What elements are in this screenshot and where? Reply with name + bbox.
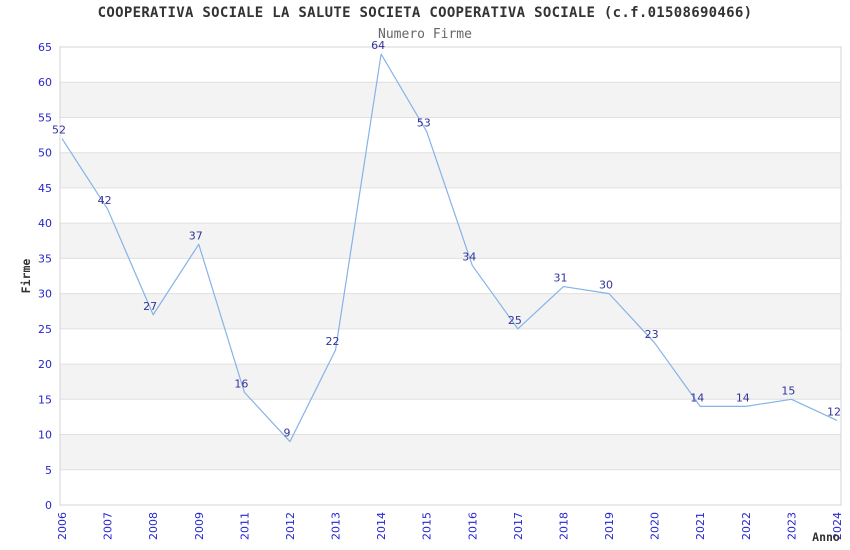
x-tick-label: 2021 (694, 512, 707, 540)
point-label: 15 (781, 384, 795, 397)
point-label: 9 (283, 427, 290, 440)
point-label: 12 (827, 405, 841, 418)
x-tick-label: 2014 (375, 512, 388, 540)
point-label: 23 (645, 328, 659, 341)
y-tick-label: 5 (45, 464, 52, 477)
x-tick-label: 2012 (284, 512, 297, 540)
y-axis-title: Firme (19, 259, 33, 294)
x-tick-label: 2022 (740, 512, 753, 540)
grid-band (60, 82, 841, 118)
y-tick-label: 25 (38, 323, 52, 336)
plot-border (59, 46, 842, 506)
point-label: 30 (599, 279, 613, 292)
grid-band (60, 152, 841, 188)
point-label: 37 (189, 229, 203, 242)
y-tick-label: 40 (38, 217, 52, 230)
x-tick-label: 2015 (421, 512, 434, 540)
point-label: 64 (371, 39, 385, 52)
x-tick-label: 2019 (603, 512, 616, 540)
chart-title: COOPERATIVA SOCIALE LA SALUTE SOCIETA CO… (97, 5, 753, 21)
x-tick-label: 2017 (512, 512, 525, 540)
point-label: 27 (143, 300, 157, 313)
y-tick-label: 65 (38, 41, 52, 54)
x-tick-label: 2007 (102, 512, 115, 540)
chart-subtitle: Numero Firme (378, 27, 472, 42)
y-tick-label: 15 (38, 393, 52, 406)
point-label: 42 (98, 194, 112, 207)
grid-band (60, 364, 841, 400)
y-tick-label: 0 (45, 499, 52, 512)
point-label: 52 (52, 124, 66, 137)
y-tick-label: 50 (38, 147, 52, 160)
point-label: 22 (326, 335, 340, 348)
x-tick-label: 2008 (147, 512, 160, 540)
point-label: 14 (736, 391, 750, 404)
x-tick-label: 2024 (831, 512, 844, 540)
point-label: 14 (690, 391, 704, 404)
grid-band (60, 293, 841, 329)
y-tick-label: 20 (38, 358, 52, 371)
x-tick-label: 2011 (238, 512, 251, 540)
y-tick-label: 55 (38, 111, 52, 124)
point-label: 53 (417, 117, 431, 130)
x-tick-label: 2013 (330, 512, 343, 540)
point-label: 34 (462, 250, 476, 263)
x-tick-label: 2016 (466, 512, 479, 540)
y-tick-label: 45 (38, 182, 52, 195)
series-line (61, 53, 838, 443)
x-tick-label: 2009 (193, 512, 206, 540)
y-tick-label: 30 (38, 288, 52, 301)
y-tick-label: 35 (38, 252, 52, 265)
grid-band (60, 434, 841, 470)
x-tick-label: 2018 (557, 512, 570, 540)
point-label: 25 (508, 314, 522, 327)
x-axis-title: Anno (812, 530, 840, 544)
x-tick-label: 2006 (56, 512, 69, 540)
y-tick-label: 10 (38, 429, 52, 442)
grid-band (60, 223, 841, 259)
x-tick-label: 2020 (649, 512, 662, 540)
y-tick-label: 60 (38, 76, 52, 89)
point-label: 16 (234, 377, 248, 390)
x-tick-label: 2023 (785, 512, 798, 540)
point-label: 31 (553, 272, 567, 285)
